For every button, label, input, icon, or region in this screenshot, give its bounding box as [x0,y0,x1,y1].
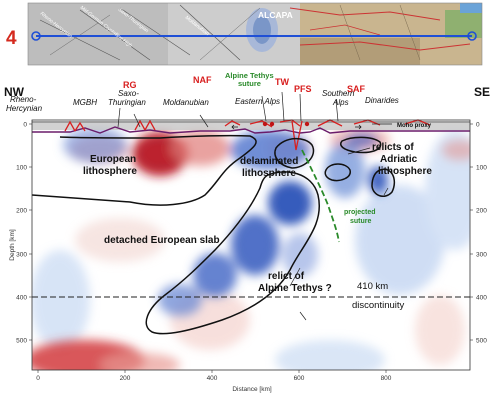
terrane-moldanubian: Moldanubian [163,98,209,107]
annotation-leaders [117,91,392,321]
tomography-section [31,91,471,371]
y-tick-right-0: 0 [476,122,480,129]
panel-number: 4 [6,28,17,49]
adriatic-upper-outline [340,136,382,154]
terrane-eastern-alps: Eastern Alps [235,97,280,106]
label-detached-slab: detached European slab [104,235,220,246]
fault-tw: TW [275,77,289,87]
adriatic-lower-outline [371,168,396,197]
x-tick-800: 800 [381,375,392,382]
x-tick-400: 400 [207,375,218,382]
fault-saf: SAF [347,84,366,94]
x-axis-label: Distance [km] [232,386,272,393]
label-european-lithosphere-1: European [90,154,136,165]
x-tick-600: 600 [294,375,305,382]
label-adriatic-1: relicts of [372,142,414,153]
moho-proxy-line [32,126,470,134]
terrane-mgbh: MGBH [73,98,97,107]
alpine-tethys-suture-label-1: Alpine Tethys [225,71,274,80]
direction-se: SE [474,85,490,99]
european-lithosphere-outline [31,134,257,206]
direction-nw: NW [4,85,25,99]
mantle-blob-outline [324,163,351,182]
interpretation-outlines [31,134,396,335]
label-alpine-tethys-relict-2: Alpine Tethys ? [258,283,332,294]
terrane-southern-alps-2: Alps [332,98,349,107]
y-tick-right-200: 200 [476,208,487,215]
slab-outline [145,171,320,335]
y-tick-right-300: 300 [476,252,487,259]
x-tick-0: 0 [36,375,40,382]
surface-fault-markers [262,121,310,127]
terrane-dinarides: Dinarides [365,96,399,105]
x-tick-200: 200 [120,375,131,382]
label-adriatic-3: lithosphere [378,166,432,177]
y-tick-left-100: 100 [16,165,27,172]
moho-proxy-label: Moho proxy [397,123,432,129]
y-tick-right-400: 400 [476,295,487,302]
label-alpine-tethys-relict-1: relict of [268,271,305,282]
y-tick-left-400: 400 [16,295,27,302]
y-tick-left-0: 0 [23,122,27,129]
x-axis [37,370,387,373]
label-projected-suture-1: projected [344,209,376,216]
terrane-rheno-hercynian-1: Rheno- [10,95,37,104]
fault-naf: NAF [193,75,212,85]
y-axis-left [29,123,32,341]
profile-end-marker [467,31,477,41]
map-label-alcapa: ALCAPA [258,10,293,20]
projected-suture-line [301,149,340,243]
delaminated-outline [274,137,315,169]
y-axis-right [470,123,473,341]
terrane-rheno-hercynian-2: Hercynian [6,104,43,113]
fault-pfs: PFS [294,84,312,94]
alpine-tethys-suture-label-2: suture [238,79,261,88]
y-tick-right-100: 100 [476,165,487,172]
y-tick-right-500: 500 [476,338,487,345]
y-tick-left-300: 300 [16,252,27,259]
label-projected-suture-2: suture [350,218,372,225]
label-european-lithosphere-2: lithosphere [83,166,137,177]
y-tick-left-200: 200 [16,208,27,215]
surface-arrows [231,124,362,130]
terrane-saxo-thuringian-1: Saxo- [118,89,139,98]
label-410km-2: discontinuity [352,300,405,311]
y-tick-left-500: 500 [16,338,27,345]
label-adriatic-2: Adriatic [380,154,418,165]
label-410km-1: 410 km [357,281,388,292]
location-map: ALCAPA Rheno-Hercynian Mid-German Crysta… [27,2,483,66]
y-axis-label: Depth [km] [9,229,16,261]
fault-rg: RG [123,80,137,90]
terrane-southern-alps-1: Southern [322,89,355,98]
label-delaminated-2: lithosphere [242,168,296,179]
label-delaminated-1: delaminated [240,156,298,167]
terrane-saxo-thuringian-2: Thuringian [108,98,146,107]
profile-start-marker [31,31,41,41]
